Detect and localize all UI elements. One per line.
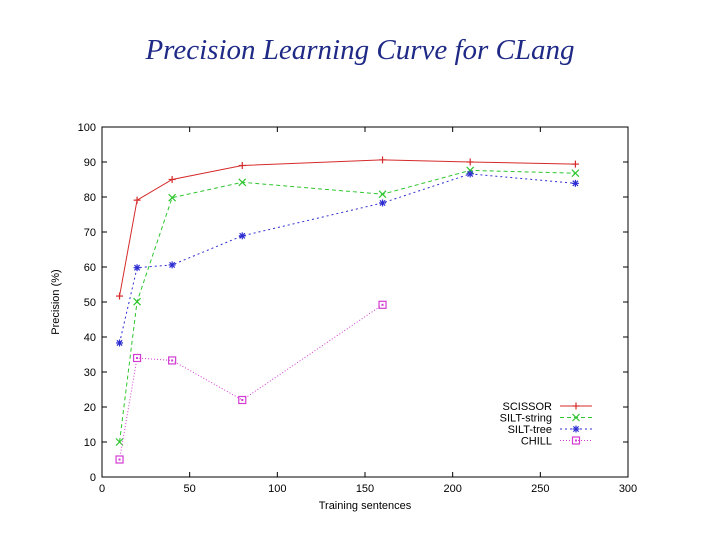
y-tick-label: 80: [84, 192, 96, 204]
y-tick-label: 50: [84, 297, 96, 309]
data-point-chill: [115, 455, 124, 464]
series-silt-tree: [116, 170, 579, 347]
y-tick-label: 100: [78, 122, 96, 134]
legend-entry-silt-tree: SILT-tree: [508, 424, 592, 436]
y-tick-label: 60: [84, 262, 96, 274]
data-point-scissor: [466, 158, 474, 166]
x-tick-label: 250: [531, 483, 549, 495]
legend-marker: [572, 425, 580, 433]
data-point-silt-tree: [133, 264, 141, 272]
data-point-silt-string: [238, 178, 247, 187]
data-point-scissor: [133, 196, 141, 204]
series-line-silt-tree: [119, 173, 576, 344]
data-point-scissor: [168, 176, 176, 183]
data-point-silt-tree: [238, 232, 246, 240]
x-tick-label: 50: [184, 483, 196, 495]
data-point-scissor: [116, 292, 124, 300]
y-tick-label: 0: [90, 472, 96, 484]
x-tick-label: 100: [268, 483, 286, 495]
series-line-chill: [119, 304, 383, 460]
data-point-silt-string: [133, 297, 141, 306]
data-point-scissor: [238, 162, 246, 169]
legend-marker: [571, 436, 581, 445]
y-axis-label: Precision (%): [50, 269, 62, 334]
legend-label: SCISSOR: [502, 401, 552, 413]
data-point-chill: [168, 356, 177, 365]
slide-title: Precision Learning Curve for CLang: [145, 34, 575, 66]
data-point-silt-string: [571, 169, 580, 178]
series-scissor: [116, 156, 579, 300]
data-point-silt-string: [168, 193, 177, 202]
y-tick-label: 30: [84, 367, 96, 379]
y-tick-label: 90: [84, 157, 96, 169]
y-tick-label: 10: [84, 437, 96, 449]
series-layer: [115, 156, 580, 464]
data-point-chill: [238, 395, 247, 405]
data-point-silt-tree: [466, 170, 474, 178]
data-point-silt-tree: [116, 339, 124, 347]
x-tick-label: 0: [99, 483, 105, 495]
data-point-chill: [378, 300, 387, 309]
legend-label: CHILL: [521, 436, 552, 448]
data-point-chill: [132, 353, 142, 363]
data-point-scissor: [379, 156, 387, 164]
y-tick-label: 40: [84, 332, 96, 344]
y-tick-label: 70: [84, 227, 96, 239]
legend-entry-silt-string: SILT-string: [500, 413, 592, 425]
x-tick-label: 200: [443, 483, 461, 495]
data-point-silt-tree: [379, 199, 387, 207]
data-point-silt-tree: [168, 261, 176, 269]
legend-entry-scissor: SCISSOR: [502, 401, 592, 413]
legend-label: SILT-tree: [508, 424, 552, 436]
legend-marker: [572, 402, 580, 410]
data-point-silt-tree: [571, 179, 579, 187]
y-tick-label: 20: [84, 402, 96, 414]
series-line-scissor: [119, 159, 576, 297]
axes: 0 50 100 150 200 250 300 0 10 20 30 40 50 60 70 80 90 100: [78, 122, 638, 495]
series-chill: [115, 300, 387, 464]
data-point-scissor: [571, 160, 579, 168]
x-tick-label: 300: [619, 483, 637, 495]
x-axis-label: Training sentences: [319, 500, 412, 512]
legend-entry-chill: CHILL: [521, 436, 592, 448]
legend-marker: [572, 413, 580, 422]
x-tick-label: 150: [356, 483, 374, 495]
legend-label: SILT-string: [500, 413, 552, 425]
data-point-silt-string: [378, 190, 387, 199]
